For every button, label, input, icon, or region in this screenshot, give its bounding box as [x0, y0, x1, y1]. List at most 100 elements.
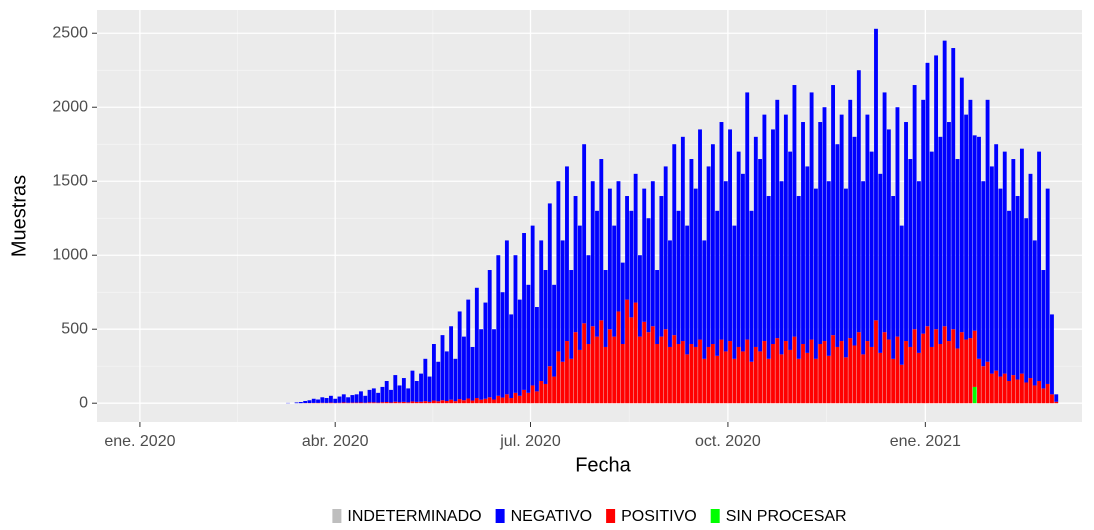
bar-segment: [848, 338, 852, 403]
bar-segment: [818, 122, 822, 344]
legend-key: [496, 509, 505, 523]
y-tick-label: 1000: [52, 246, 88, 263]
bar-segment: [844, 189, 848, 358]
bar-segment: [1041, 388, 1045, 403]
bar-segment: [432, 344, 436, 401]
bar-segment: [728, 341, 732, 403]
bar-segment: [793, 85, 797, 337]
bar-segment: [505, 394, 509, 403]
bar-segment: [1007, 381, 1011, 403]
x-tick-label: jul. 2020: [499, 433, 561, 450]
bar-segment: [295, 402, 299, 403]
y-axis-title: Muestras: [8, 175, 30, 257]
bar-segment: [745, 92, 749, 339]
bar-segment: [556, 351, 560, 403]
bar-segment: [651, 326, 655, 403]
bar-segment: [960, 332, 964, 403]
bar-segment: [441, 400, 445, 403]
bar-segment: [552, 377, 556, 404]
bar-segment: [569, 270, 573, 359]
bar-segment: [376, 403, 380, 404]
bar-segment: [977, 137, 981, 359]
bar-segment: [930, 347, 934, 403]
bar-segment: [668, 240, 672, 347]
bar-segment: [960, 78, 964, 333]
bar-segment: [917, 181, 921, 353]
bar-segment: [990, 166, 994, 373]
legend-key: [711, 509, 720, 523]
x-tick-label: ene. 2020: [104, 433, 175, 450]
bar-segment: [453, 401, 457, 403]
bar-segment: [419, 374, 423, 402]
bar-segment: [711, 344, 715, 403]
bar-segment: [823, 341, 827, 403]
bar-segment: [762, 115, 766, 341]
bar-segment: [372, 402, 376, 403]
bar-segment: [685, 226, 689, 355]
bar-segment: [801, 122, 805, 344]
bar-segment: [642, 322, 646, 403]
bar-segment: [509, 314, 513, 398]
bar-segment: [350, 403, 354, 404]
bar-segment: [780, 354, 784, 403]
bar-segment: [475, 398, 479, 403]
bar-segment: [767, 196, 771, 359]
bar-segment: [835, 347, 839, 403]
x-tick-label: oct. 2020: [695, 433, 761, 450]
bar-segment: [934, 329, 938, 403]
bar-segment: [629, 317, 633, 403]
bar-segment: [844, 357, 848, 403]
bar-segment: [617, 311, 621, 403]
bar-segment: [870, 152, 874, 347]
bar-segment: [591, 181, 595, 326]
bar-segment: [561, 240, 565, 361]
bar-segment: [308, 400, 312, 403]
bar-segment: [840, 341, 844, 403]
bar-segment: [380, 387, 384, 402]
bar-segment: [659, 337, 663, 404]
bar-segment: [574, 332, 578, 403]
bar-segment: [1016, 196, 1020, 380]
bar-segment: [788, 350, 792, 403]
bar-segment: [483, 303, 487, 399]
bar-segment: [1054, 394, 1058, 401]
bar-segment: [411, 371, 415, 402]
bar-segment: [771, 344, 775, 403]
bar-segment: [956, 348, 960, 403]
bar-segment: [539, 381, 543, 403]
bar-segment: [698, 129, 702, 339]
bar-segment: [956, 159, 960, 348]
bar-segment: [900, 226, 904, 365]
bar-segment: [964, 340, 968, 404]
bar-segment: [913, 85, 917, 329]
bar-segment: [471, 401, 475, 404]
bar-segment: [741, 351, 745, 403]
bar-segment: [415, 381, 419, 402]
bar-segment: [999, 189, 1003, 377]
bar-segment: [642, 189, 646, 322]
bar-segment: [750, 211, 754, 362]
bar-segment: [655, 270, 659, 344]
bar-segment: [831, 85, 835, 335]
bar-segment: [775, 338, 779, 403]
bar-segment: [874, 29, 878, 321]
bar-segment: [896, 107, 900, 336]
y-tick-label: 2500: [52, 24, 88, 41]
bar-segment: [436, 401, 440, 403]
bar-segment: [634, 174, 638, 303]
x-axis-title: Fecha: [575, 454, 631, 476]
bar-segment: [355, 394, 359, 402]
bar-segment: [535, 391, 539, 403]
bar-segment: [509, 398, 513, 403]
bar-segment: [741, 174, 745, 352]
bar-segment: [548, 366, 552, 403]
bar-segment: [986, 100, 990, 362]
bar-segment: [750, 362, 754, 403]
bar-segment: [805, 353, 809, 403]
bar-segment: [926, 63, 930, 326]
bar-segment: [694, 189, 698, 347]
bar-segment: [492, 400, 496, 404]
bar-segment: [904, 122, 908, 341]
bar-segment: [346, 397, 350, 402]
bar-segment: [775, 100, 779, 338]
